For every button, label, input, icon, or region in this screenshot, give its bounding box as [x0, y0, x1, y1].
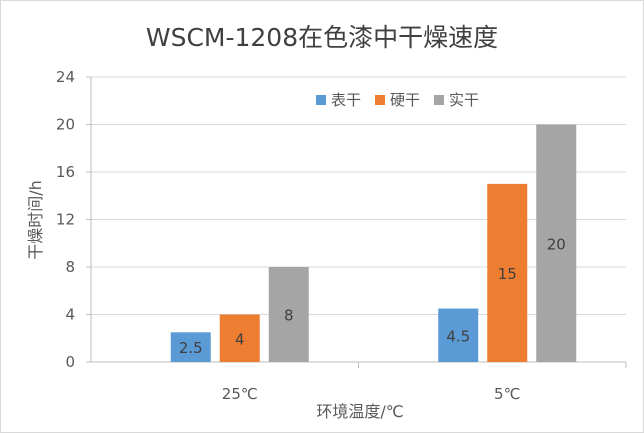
legend-swatch: [375, 94, 386, 105]
data-label: 20: [547, 235, 566, 253]
bar: [438, 308, 479, 362]
x-tick-label: 5℃: [494, 385, 520, 403]
legend-swatch: [316, 94, 326, 105]
legend-label: 硬干: [390, 91, 421, 109]
bar: [536, 124, 577, 362]
data-label: 4: [235, 330, 245, 348]
data-label: 4.5: [446, 327, 470, 345]
y-tick-label: 16: [56, 163, 75, 181]
bar: [219, 314, 260, 362]
chart-title: WSCM-1208在色漆中干燥速度: [145, 23, 499, 52]
x-axis-title: 环境温度/℃: [316, 402, 404, 421]
bar: [170, 332, 211, 362]
y-tick-label: 0: [65, 353, 75, 371]
bar: [487, 183, 528, 362]
data-label: 15: [498, 265, 517, 283]
legend-label: 实干: [449, 91, 480, 109]
data-label: 8: [284, 307, 294, 325]
y-tick-label: 4: [65, 306, 75, 324]
x-tick-label: 25℃: [222, 385, 258, 403]
bar: [268, 267, 309, 362]
y-tick-label: 8: [65, 258, 75, 276]
y-tick-label: 12: [56, 211, 75, 229]
legend-item-surface-dry: 表干: [316, 89, 361, 110]
y-tick-label: 20: [56, 116, 75, 134]
legend-item-through-dry: 实干: [434, 89, 479, 110]
legend-item-hard-dry: 硬干: [375, 89, 420, 110]
legend-label: 表干: [331, 91, 362, 109]
legend: 表干 硬干 实干: [316, 89, 479, 110]
data-label: 2.5: [179, 339, 203, 357]
legend-swatch: [434, 94, 445, 105]
y-tick-label: 24: [56, 68, 75, 86]
